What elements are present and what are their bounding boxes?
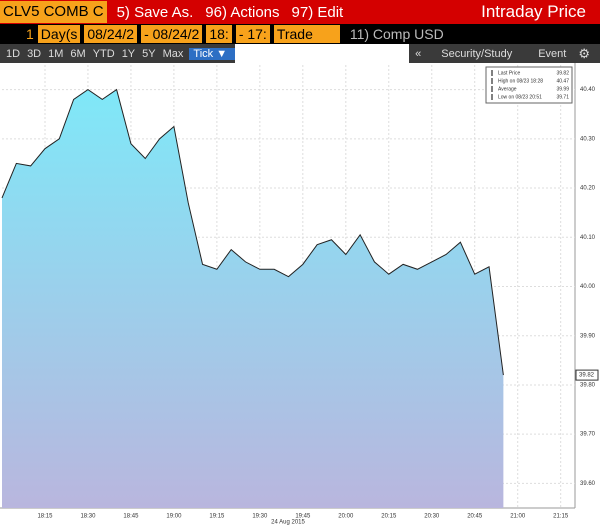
x-axis-date: 24 Aug 2015 (271, 520, 305, 526)
range-button[interactable]: 3D (27, 47, 42, 60)
last-price-label: 39.82 (579, 373, 595, 379)
legend: Last Price 39.82 High on 08/23 18:28 40.47 A… (485, 66, 573, 104)
x-tick-label: 20:30 (424, 514, 440, 520)
compare[interactable]: 11) Comp USD (349, 26, 444, 42)
collapse-button[interactable]: « (415, 47, 422, 60)
price-line (1, 88, 504, 376)
range-button[interactable]: 1M (48, 47, 64, 60)
legend-value: 39.99 (556, 86, 569, 92)
x-tick-label: 18:30 (80, 514, 96, 520)
legend-value: 40.47 (556, 78, 569, 84)
y-tick-label: 39.90 (580, 333, 596, 339)
x-tick-label: 21:15 (553, 514, 569, 520)
range-button[interactable]: 1D (6, 47, 21, 60)
settings-bar: 1 Day(s 08/24/2 - 08/24/2 18: - 17: Trad… (0, 24, 600, 44)
x-tick-label: 19:00 (166, 514, 182, 520)
tick-select[interactable]: Tick ▼ (189, 47, 236, 60)
start-time[interactable]: 18: (206, 25, 232, 43)
start-date[interactable]: 08/24/2 (84, 25, 138, 43)
period-unit[interactable]: Day(s (37, 25, 81, 43)
screen-title: Intraday Price (481, 2, 586, 21)
legend-label: Low on 08/23 20:51 (498, 94, 542, 100)
chart: 24 Aug 2015 39.60 39.70 39.80 39.90 40.00 40.… (0, 63, 599, 526)
x-tick-label: 21:00 (510, 514, 526, 520)
actions-menu[interactable]: 96) Actions (205, 3, 280, 21)
y-tick-label: 40.10 (580, 235, 596, 241)
range-button[interactable]: 6M (70, 47, 86, 60)
range-button[interactable]: Max (162, 47, 184, 60)
x-tick-label: 20:15 (381, 514, 397, 520)
x-tick-label: 19:30 (252, 514, 268, 520)
range-buttons: 1D 3D 1M 6M YTD 1Y 5Y Max (6, 48, 183, 60)
event-button[interactable]: Event (538, 47, 567, 60)
legend-label: Last Price (498, 70, 520, 76)
y-tick-label: 40.20 (580, 186, 596, 192)
period-count[interactable]: 1 (26, 26, 34, 42)
legend-box (485, 66, 573, 104)
x-tick-label: 18:15 (37, 514, 53, 520)
range-button[interactable]: YTD (92, 47, 115, 60)
y-tick-label: 39.80 (580, 383, 596, 389)
price-area (2, 89, 504, 508)
range-bar: 1D 3D 1M 6M YTD 1Y 5Y Max Tick ▼ « Security/Stu… (0, 44, 600, 63)
x-tick-label: 19:15 (209, 514, 225, 520)
legend-label: Average (498, 86, 517, 92)
x-tick-label: 20:45 (467, 514, 483, 520)
range-button[interactable]: 5Y (142, 47, 156, 60)
study-button[interactable]: Security/Study (441, 47, 513, 60)
y-tick-label: 40.40 (580, 87, 596, 93)
end-time[interactable]: - 17: (235, 25, 270, 43)
legend-value: 39.82 (556, 70, 569, 76)
legend-value: 39.71 (556, 94, 569, 100)
field-select[interactable]: Trade (273, 25, 340, 43)
search-field[interactable] (235, 44, 410, 63)
x-tick-label: 20:00 (338, 514, 354, 520)
title-bar: CLV5 COMB C 5) Save As. 96) Actions 97) … (0, 0, 600, 24)
range-button[interactable]: 1Y (121, 47, 136, 60)
last-price-tag (575, 369, 599, 381)
legend-label: High on 08/23 18:28 (498, 78, 543, 84)
end-date[interactable]: - 08/24/2 (141, 25, 203, 43)
x-tick-label: 18:45 (123, 514, 139, 520)
y-tick-label: 40.30 (580, 136, 596, 142)
x-tick-label: 19:45 (295, 514, 311, 520)
ticker[interactable]: CLV5 COMB C (0, 1, 107, 23)
y-tick-label: 39.70 (580, 432, 596, 438)
edit-menu[interactable]: 97) Edit (291, 3, 344, 21)
y-tick-label: 40.00 (580, 284, 596, 290)
settings-icon[interactable]: ⚙ (578, 45, 590, 61)
save-button[interactable]: 5) Save As. (116, 3, 194, 21)
y-tick-label: 39.60 (580, 481, 596, 487)
